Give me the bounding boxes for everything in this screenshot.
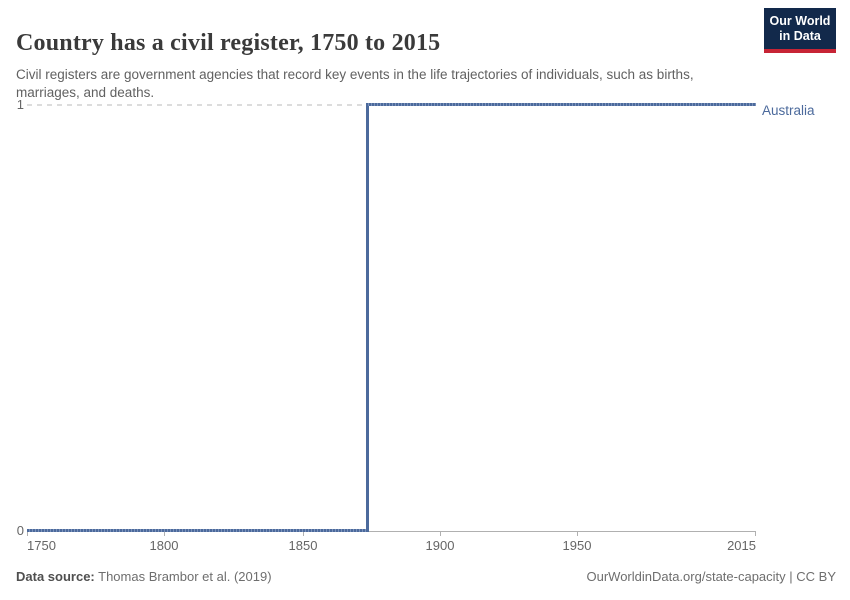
footer-datasource: Data source: Thomas Brambor et al. (2019… [16, 569, 272, 584]
series-line-australia-one-segment [366, 103, 756, 106]
series-line-australia-zero-segment [27, 529, 368, 532]
footer-datasource-value: Thomas Brambor et al. (2019) [94, 569, 272, 584]
x-axis-label-1750: 1750 [27, 538, 56, 553]
x-axis-label-1950: 1950 [562, 538, 592, 553]
x-axis-label-2015: 2015 [727, 538, 756, 553]
x-tick-1750 [27, 532, 28, 536]
footer-datasource-label: Data source: [16, 569, 95, 584]
x-tick-1900 [440, 532, 441, 536]
y-axis-label-1: 1 [16, 97, 24, 112]
x-axis-label-1800: 1800 [149, 538, 179, 553]
page-title: Country has a civil register, 1750 to 20… [16, 30, 441, 57]
owid-logo[interactable]: Our World in Data [764, 8, 836, 53]
x-tick-1850 [303, 532, 304, 536]
series-line-australia-step-segment [366, 104, 369, 532]
chart-subtitle: Civil registers are government agencies … [16, 66, 694, 100]
owid-logo-line1: Our World [769, 14, 831, 28]
series-label-australia[interactable]: Australia [762, 103, 815, 118]
footer-credit-link[interactable]: OurWorldinData.org/state-capacity | CC B… [586, 569, 836, 584]
x-axis-label-1900: 1900 [425, 538, 455, 553]
x-tick-2015 [755, 532, 756, 536]
x-axis-label-1850: 1850 [288, 538, 318, 553]
y-axis-label-0: 0 [16, 523, 24, 538]
x-tick-1950 [577, 532, 578, 536]
owid-logo-line2: in Data [779, 29, 821, 43]
x-axis-line [27, 531, 756, 532]
x-tick-1800 [164, 532, 165, 536]
